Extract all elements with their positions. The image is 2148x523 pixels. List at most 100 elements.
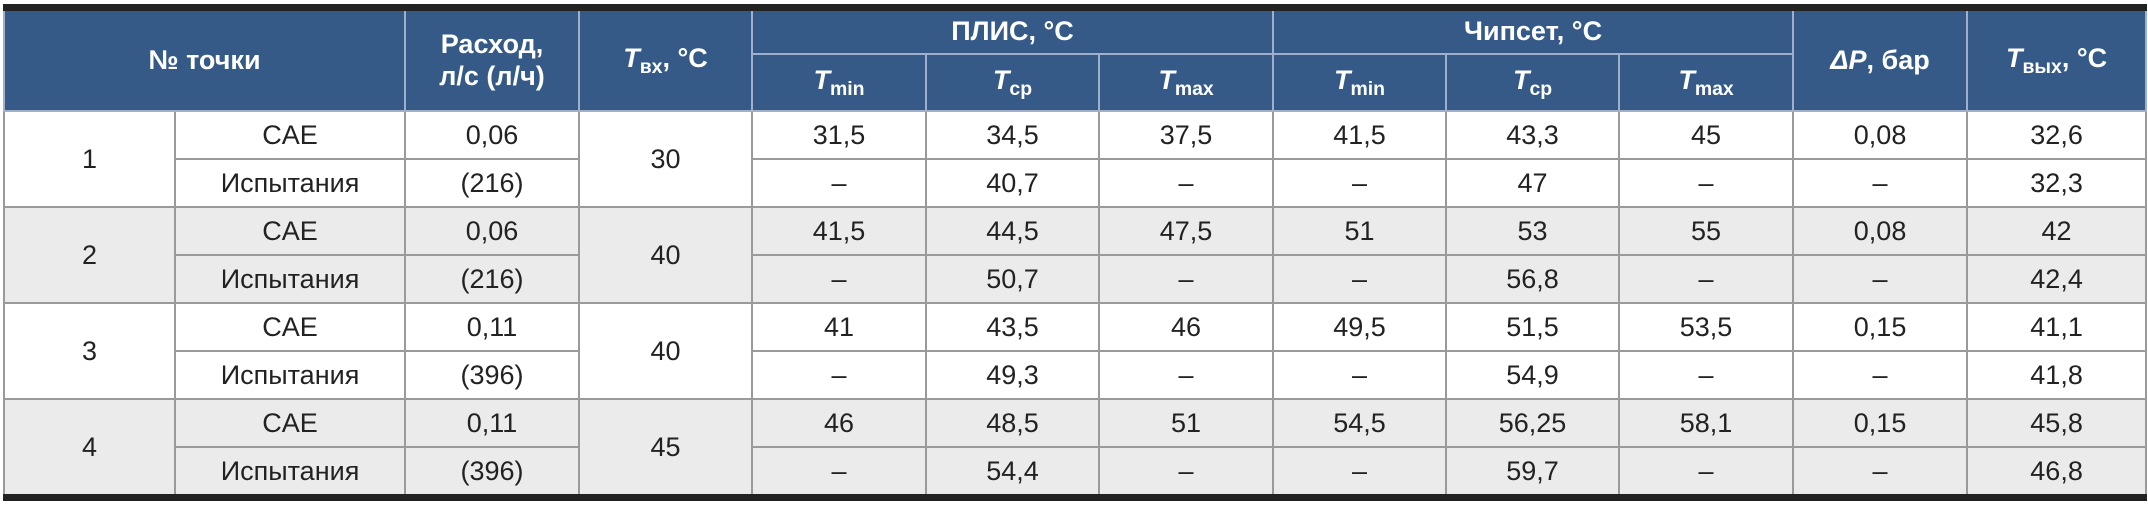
header-text: л/с (л/ч) xyxy=(439,60,545,91)
dp-cell: – xyxy=(1792,158,1969,208)
flow-cell: 0,11 xyxy=(404,302,581,352)
fpga-cell: – xyxy=(751,446,928,499)
fpga-cell: – xyxy=(1098,350,1275,400)
fpga-cell: – xyxy=(1098,158,1275,208)
chipset-cell: 47 xyxy=(1445,158,1621,208)
header-cell: Tmin xyxy=(1272,53,1448,112)
table-row: Испытания (216) –40,7– –47– –32,3 xyxy=(4,158,2148,208)
flow-cell: (216) xyxy=(404,254,581,304)
table-row: 1 CAE 0,06 30 31,5 34,5 37,5 41,5 43,3 45 0,08 32,6 xyxy=(3,110,2148,208)
dp-cell: – xyxy=(1792,446,1969,499)
header-cell: Расход, л/с (л/ч) xyxy=(404,6,581,112)
fpga-cell: 40,7 xyxy=(925,158,1101,208)
tin-cell: 40 xyxy=(578,206,754,304)
chipset-cell: 41,5 xyxy=(1272,110,1448,160)
unit: , бар xyxy=(1866,44,1930,75)
fpga-cell: 46 xyxy=(751,398,928,448)
dp-cell: – xyxy=(1792,254,1969,304)
symbol: T xyxy=(1678,64,1695,95)
tout-cell: 32,3 xyxy=(1966,158,2148,208)
fpga-cell: 49,3 xyxy=(925,350,1101,400)
fpga-cell: 50,7 xyxy=(925,254,1101,304)
chipset-cell: 43,3 xyxy=(1445,110,1621,160)
point-cell: 3 xyxy=(3,302,176,400)
tout-cell: 45,8 xyxy=(1966,398,2148,448)
tout-cell: 46,8 xyxy=(1966,446,2148,499)
method-cell: Испытания xyxy=(173,446,407,499)
table-body: 1 CAE 0,06 30 31,5 34,5 37,5 41,5 43,3 45 0,08 32,6… xyxy=(3,110,2148,499)
method-cell: CAE xyxy=(173,206,407,256)
unit: , °C xyxy=(662,42,708,73)
symbol: T xyxy=(813,64,830,95)
flow-cell: (396) xyxy=(404,350,581,400)
chipset-cell: 53 xyxy=(1445,206,1621,256)
method-cell: CAE xyxy=(173,302,407,352)
chipset-cell: 56,25 xyxy=(1445,398,1621,448)
header-row: Tmin Tср Tmax Tmin Tср Tmax xyxy=(4,53,2146,112)
fpga-cell: – xyxy=(751,158,928,208)
flow-cell: (396) xyxy=(404,446,581,499)
fpga-cell: 44,5 xyxy=(925,206,1101,256)
point-cell: 2 xyxy=(3,206,176,304)
header-row: № точки Расход, л/с (л/ч) Tвх, °C ПЛИС, °C Чи… xyxy=(2,6,2148,112)
header-cell: Tmax xyxy=(1618,53,1795,112)
flow-cell: 0,06 xyxy=(404,110,581,160)
fpga-cell: 46 xyxy=(1098,302,1275,352)
header-cell: Tmin xyxy=(751,53,928,112)
dp-cell: 0,15 xyxy=(1792,302,1969,352)
results-table: № точки Расход, л/с (л/ч) Tвх, °C ПЛИС, °C Чи… xyxy=(2,4,2148,501)
tout-cell: 41,8 xyxy=(1966,350,2148,400)
chipset-cell: 51 xyxy=(1272,206,1448,256)
fpga-cell: 47,5 xyxy=(1098,206,1275,256)
tout-cell: 41,1 xyxy=(1966,302,2148,352)
tout-cell: 42,4 xyxy=(1966,254,2148,304)
table-header: № точки Расход, л/с (л/ч) Tвх, °C ПЛИС, °C Чи… xyxy=(2,6,2148,112)
flow-cell: 0,11 xyxy=(404,398,581,448)
chipset-cell: 54,9 xyxy=(1445,350,1621,400)
subscript: ср xyxy=(1529,77,1553,100)
chipset-cell: – xyxy=(1272,446,1448,499)
table-row: Испытания (216) –50,7– –56,8– –42,4 xyxy=(4,254,2148,304)
chipset-cell: – xyxy=(1618,254,1795,304)
fpga-cell: – xyxy=(1098,254,1275,304)
symbol: T xyxy=(1334,64,1351,95)
point-cell: 4 xyxy=(3,398,176,499)
symbol: T xyxy=(992,64,1010,95)
fpga-cell: 51 xyxy=(1098,398,1275,448)
table-row: 2 CAE 0,06 40 41,5 44,5 47,5 51 53 55 0,08 42 xyxy=(3,206,2148,304)
chipset-cell: – xyxy=(1272,254,1448,304)
tout-cell: 32,6 xyxy=(1966,110,2148,160)
fpga-cell: – xyxy=(1098,446,1275,499)
fpga-cell: 41 xyxy=(751,302,928,352)
fpga-cell: 34,5 xyxy=(925,110,1101,160)
fpga-cell: 54,4 xyxy=(925,446,1101,499)
header-cell: Tср xyxy=(925,53,1101,112)
method-cell: CAE xyxy=(173,110,407,160)
chipset-cell: 49,5 xyxy=(1272,302,1448,352)
table-row: Испытания (396) –49,3– –54,9– –41,8 xyxy=(4,350,2148,400)
method-cell: CAE xyxy=(173,398,407,448)
table-row: Испытания (396) –54,4– –59,7– –46,8 xyxy=(4,446,2148,499)
table-row: 3 CAE 0,11 40 41 43,5 46 49,5 51,5 53,5 0,15 41,1 xyxy=(3,302,2148,400)
chipset-cell: – xyxy=(1618,158,1795,208)
subscript: вх xyxy=(639,55,663,78)
dp-cell: – xyxy=(1792,350,1969,400)
subscript: max xyxy=(1174,77,1214,100)
subscript: min xyxy=(1350,77,1386,100)
dp-cell: 0,15 xyxy=(1792,398,1969,448)
chipset-cell: – xyxy=(1272,350,1448,400)
flow-cell: 0,06 xyxy=(404,206,581,256)
subscript: ср xyxy=(1009,77,1033,100)
header-cell: Tср xyxy=(1445,53,1621,112)
tin-cell: 30 xyxy=(578,110,754,208)
chipset-cell: 55 xyxy=(1618,206,1795,256)
symbol: T xyxy=(623,42,640,73)
fpga-cell: 48,5 xyxy=(925,398,1101,448)
chipset-cell: – xyxy=(1618,350,1795,400)
subscript: вых xyxy=(2022,55,2062,78)
chipset-cell: – xyxy=(1272,158,1448,208)
fpga-cell: 37,5 xyxy=(1098,110,1275,160)
chipset-cell: 54,5 xyxy=(1272,398,1448,448)
header-cell: ΔP, бар xyxy=(1792,6,1969,112)
point-cell: 1 xyxy=(3,110,176,208)
